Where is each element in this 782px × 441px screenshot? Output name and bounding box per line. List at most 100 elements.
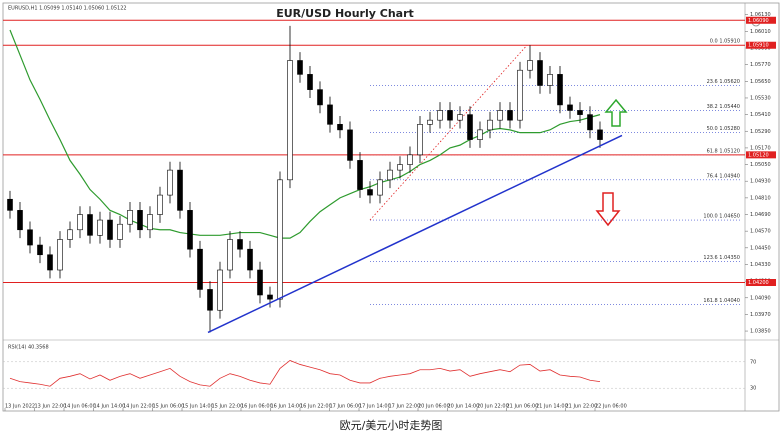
- candle-body: [47, 254, 53, 271]
- candle-body: [507, 110, 513, 121]
- x-tick-label: 13 Jun 2022: [5, 404, 35, 410]
- x-tick-label: 20 Jun 14:00: [448, 404, 480, 410]
- y-tick-label: 1.03970: [750, 312, 771, 318]
- candle-body: [297, 60, 303, 75]
- candle-body: [427, 119, 433, 125]
- level-box: [746, 151, 776, 159]
- x-tick-label: 17 Jun 14:00: [359, 404, 391, 410]
- fib-label: 0.0 1.05910: [710, 39, 740, 45]
- y-tick-label: 1.04450: [750, 245, 771, 251]
- y-tick-label: 1.06010: [750, 29, 771, 35]
- fib-label: 23.6 1.05620: [707, 79, 740, 85]
- candle-body: [537, 60, 543, 86]
- candle-body: [217, 269, 223, 311]
- x-tick-label: 21 Jun 22:00: [566, 404, 598, 410]
- candle-body: [527, 60, 533, 71]
- x-tick-label: 20 Jun 22:00: [477, 404, 509, 410]
- y-tick-label: 1.05650: [750, 79, 771, 85]
- x-tick-label: 16 Jun 22:00: [300, 404, 332, 410]
- candle-body: [457, 114, 463, 121]
- candle-body: [357, 160, 363, 190]
- candle-body: [87, 214, 93, 236]
- fib-label: 161.8 1.04040: [703, 298, 740, 304]
- candle-body: [97, 219, 103, 236]
- candle-body: [227, 239, 233, 271]
- candle-body: [207, 289, 213, 311]
- candle-body: [327, 104, 333, 125]
- candle-body: [137, 210, 143, 231]
- level-box: [746, 279, 776, 286]
- fib-anchor: [369, 44, 528, 221]
- candle-body: [177, 169, 183, 211]
- x-tick-label: 20 Jun 06:00: [418, 404, 450, 410]
- rsi-tick-label: 30: [750, 386, 756, 392]
- candle-body: [317, 89, 323, 106]
- candle-body: [557, 74, 563, 106]
- down-arrow: [595, 192, 621, 227]
- y-tick-label: 1.04090: [750, 295, 771, 301]
- candle-body: [107, 219, 113, 240]
- y-tick-label: 1.05530: [750, 95, 771, 101]
- x-tick-label: 15 Jun 14:00: [182, 404, 214, 410]
- candle-body: [57, 239, 63, 271]
- candle-body: [17, 210, 23, 231]
- candle-body: [407, 154, 413, 165]
- fib-label: 61.8 1.05120: [707, 148, 740, 154]
- x-tick-label: 14 Jun 06:00: [64, 404, 96, 410]
- x-tick-label: 15 Jun 22:00: [212, 404, 244, 410]
- candle-body: [397, 164, 403, 171]
- x-tick-label: 13 Jun 22:00: [35, 404, 67, 410]
- level-label: 1.04200: [748, 280, 769, 286]
- candle-body: [157, 194, 163, 215]
- chart-frame: [2, 2, 780, 412]
- candle-body: [337, 124, 343, 131]
- level-label: 1.06090: [748, 18, 769, 24]
- fib-label: 76.4 1.04940: [707, 173, 740, 179]
- y-tick-label: 1.04330: [750, 262, 771, 268]
- candle-body: [67, 229, 73, 240]
- candle-body: [257, 269, 263, 296]
- caption: 欧元/美元小时走势图: [340, 419, 443, 432]
- candle-body: [487, 119, 493, 131]
- candle-body: [127, 210, 133, 225]
- rsi-label: RSI(14) 40.3568: [8, 345, 49, 351]
- y-tick-label: 1.06130: [750, 12, 771, 18]
- candle-body: [237, 239, 243, 250]
- candle-body: [117, 223, 123, 240]
- candle-body: [277, 179, 283, 300]
- y-tick-label: 1.05050: [750, 162, 771, 168]
- candle-body: [517, 69, 523, 121]
- candle-body: [367, 189, 373, 196]
- candle-body: [467, 114, 473, 140]
- candle-body: [197, 248, 203, 290]
- y-tick-label: 1.04690: [750, 212, 771, 218]
- rsi-line: [9, 360, 601, 387]
- candle-body: [287, 60, 293, 181]
- y-tick-label: 1.04810: [750, 195, 771, 201]
- candle-body: [477, 129, 483, 140]
- candle-body: [387, 169, 393, 181]
- level-box: [746, 16, 776, 24]
- candle-body: [597, 129, 603, 140]
- x-tick-label: 17 Jun 22:00: [389, 404, 421, 410]
- fib-label: 50.0 1.05280: [707, 126, 740, 132]
- y-tick-label: 1.04570: [750, 229, 771, 235]
- x-tick-label: 21 Jun 14:00: [536, 404, 568, 410]
- y-tick-label: 1.05290: [750, 129, 771, 135]
- x-tick-label: 14 Jun 14:00: [94, 404, 126, 410]
- x-tick-label: 22 Jun 06:00: [595, 404, 627, 410]
- candle-body: [307, 74, 313, 90]
- candle-body: [437, 110, 443, 121]
- x-tick-label: 15 Jun 06:00: [153, 404, 185, 410]
- chart-title: EUR/USD Hourly Chart: [276, 7, 414, 20]
- candle-body: [347, 129, 353, 161]
- candle-body: [567, 104, 573, 111]
- y-tick-label: 1.05410: [750, 112, 771, 118]
- trendline: [207, 134, 623, 334]
- x-tick-label: 16 Jun 14:00: [271, 404, 303, 410]
- fib-label: 100.0 1.04650: [703, 214, 740, 220]
- fib-label: 123.6 1.04350: [703, 255, 740, 261]
- level-label: 1.05120: [748, 152, 769, 158]
- candle-body: [7, 198, 13, 211]
